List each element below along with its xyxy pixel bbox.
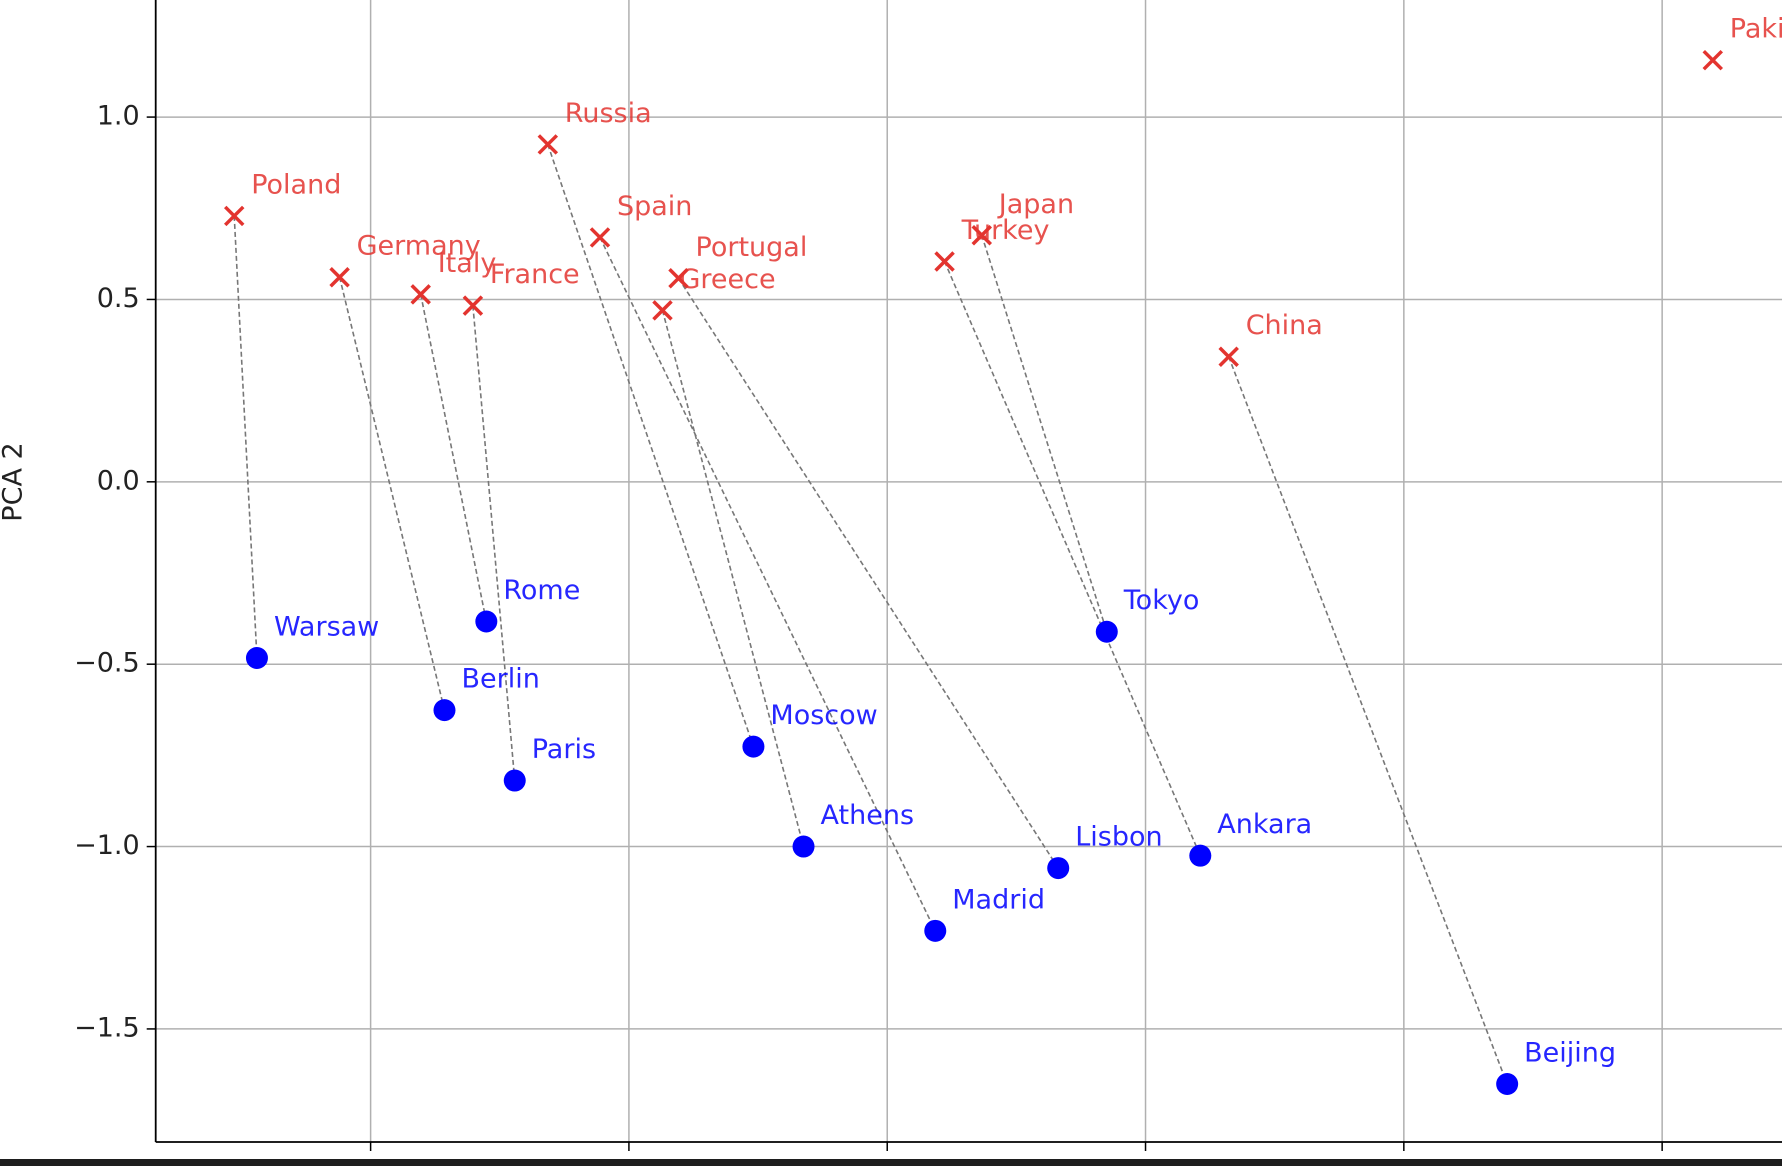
y-tick-label: 0.5 (97, 283, 140, 314)
y-axis-label: PCA 2 (0, 442, 29, 521)
connector (338, 277, 446, 711)
connector (677, 277, 1059, 869)
point (1218, 346, 1239, 367)
point-label: Moscow (770, 700, 877, 731)
point-label: Italy (438, 248, 497, 279)
point (503, 769, 526, 792)
y-tick-label: −1.0 (74, 830, 140, 861)
point-label: Beijing (1524, 1038, 1616, 1069)
point (971, 225, 993, 246)
point (1095, 620, 1118, 643)
point (1189, 844, 1212, 867)
point (1047, 857, 1070, 880)
point-label: Japan (997, 189, 1074, 220)
connector (547, 144, 755, 747)
point (410, 284, 431, 305)
point (433, 699, 456, 722)
point-label: Poland (251, 169, 341, 200)
point (475, 610, 498, 633)
connector (1227, 356, 1508, 1085)
point-label: Portugal (696, 232, 808, 263)
point-label: Paris (532, 734, 596, 765)
y-tick-label: −1.5 (74, 1012, 140, 1043)
point (742, 735, 765, 758)
connector (599, 237, 936, 932)
point-label: Athens (821, 800, 915, 831)
point-label: Russia (565, 98, 652, 129)
point-label: Germany (357, 231, 481, 262)
y-tick-label: 0.0 (97, 465, 140, 496)
point (223, 205, 245, 227)
window-edge (0, 1159, 1782, 1166)
y-tick-label: −0.5 (74, 648, 140, 679)
point-label: Berlin (461, 664, 539, 695)
point (792, 835, 815, 858)
point (1496, 1073, 1519, 1096)
point-label: Tokyo (1123, 585, 1200, 616)
point (1702, 49, 1724, 71)
point (668, 268, 689, 289)
point-label: Warsaw (274, 611, 379, 642)
point-label: Pakistan (1730, 14, 1782, 45)
point-label: Lisbon (1075, 822, 1162, 853)
connector (661, 310, 805, 847)
connector (233, 215, 258, 659)
point-label: Rome (503, 575, 580, 606)
point (537, 134, 559, 155)
point (462, 295, 484, 316)
point (934, 251, 955, 272)
point (329, 266, 350, 288)
point-label: France (490, 259, 580, 290)
connector (943, 261, 1202, 856)
point (589, 227, 611, 248)
connector (981, 235, 1108, 632)
point-label: Madrid (952, 884, 1045, 915)
point-label: Spain (617, 191, 692, 222)
point (245, 646, 268, 669)
point-label: Greece (679, 264, 775, 295)
point (924, 919, 947, 942)
point-label: Ankara (1217, 809, 1312, 840)
y-tick-label: 1.0 (97, 101, 140, 132)
point-label: China (1246, 310, 1323, 341)
point (652, 300, 673, 321)
